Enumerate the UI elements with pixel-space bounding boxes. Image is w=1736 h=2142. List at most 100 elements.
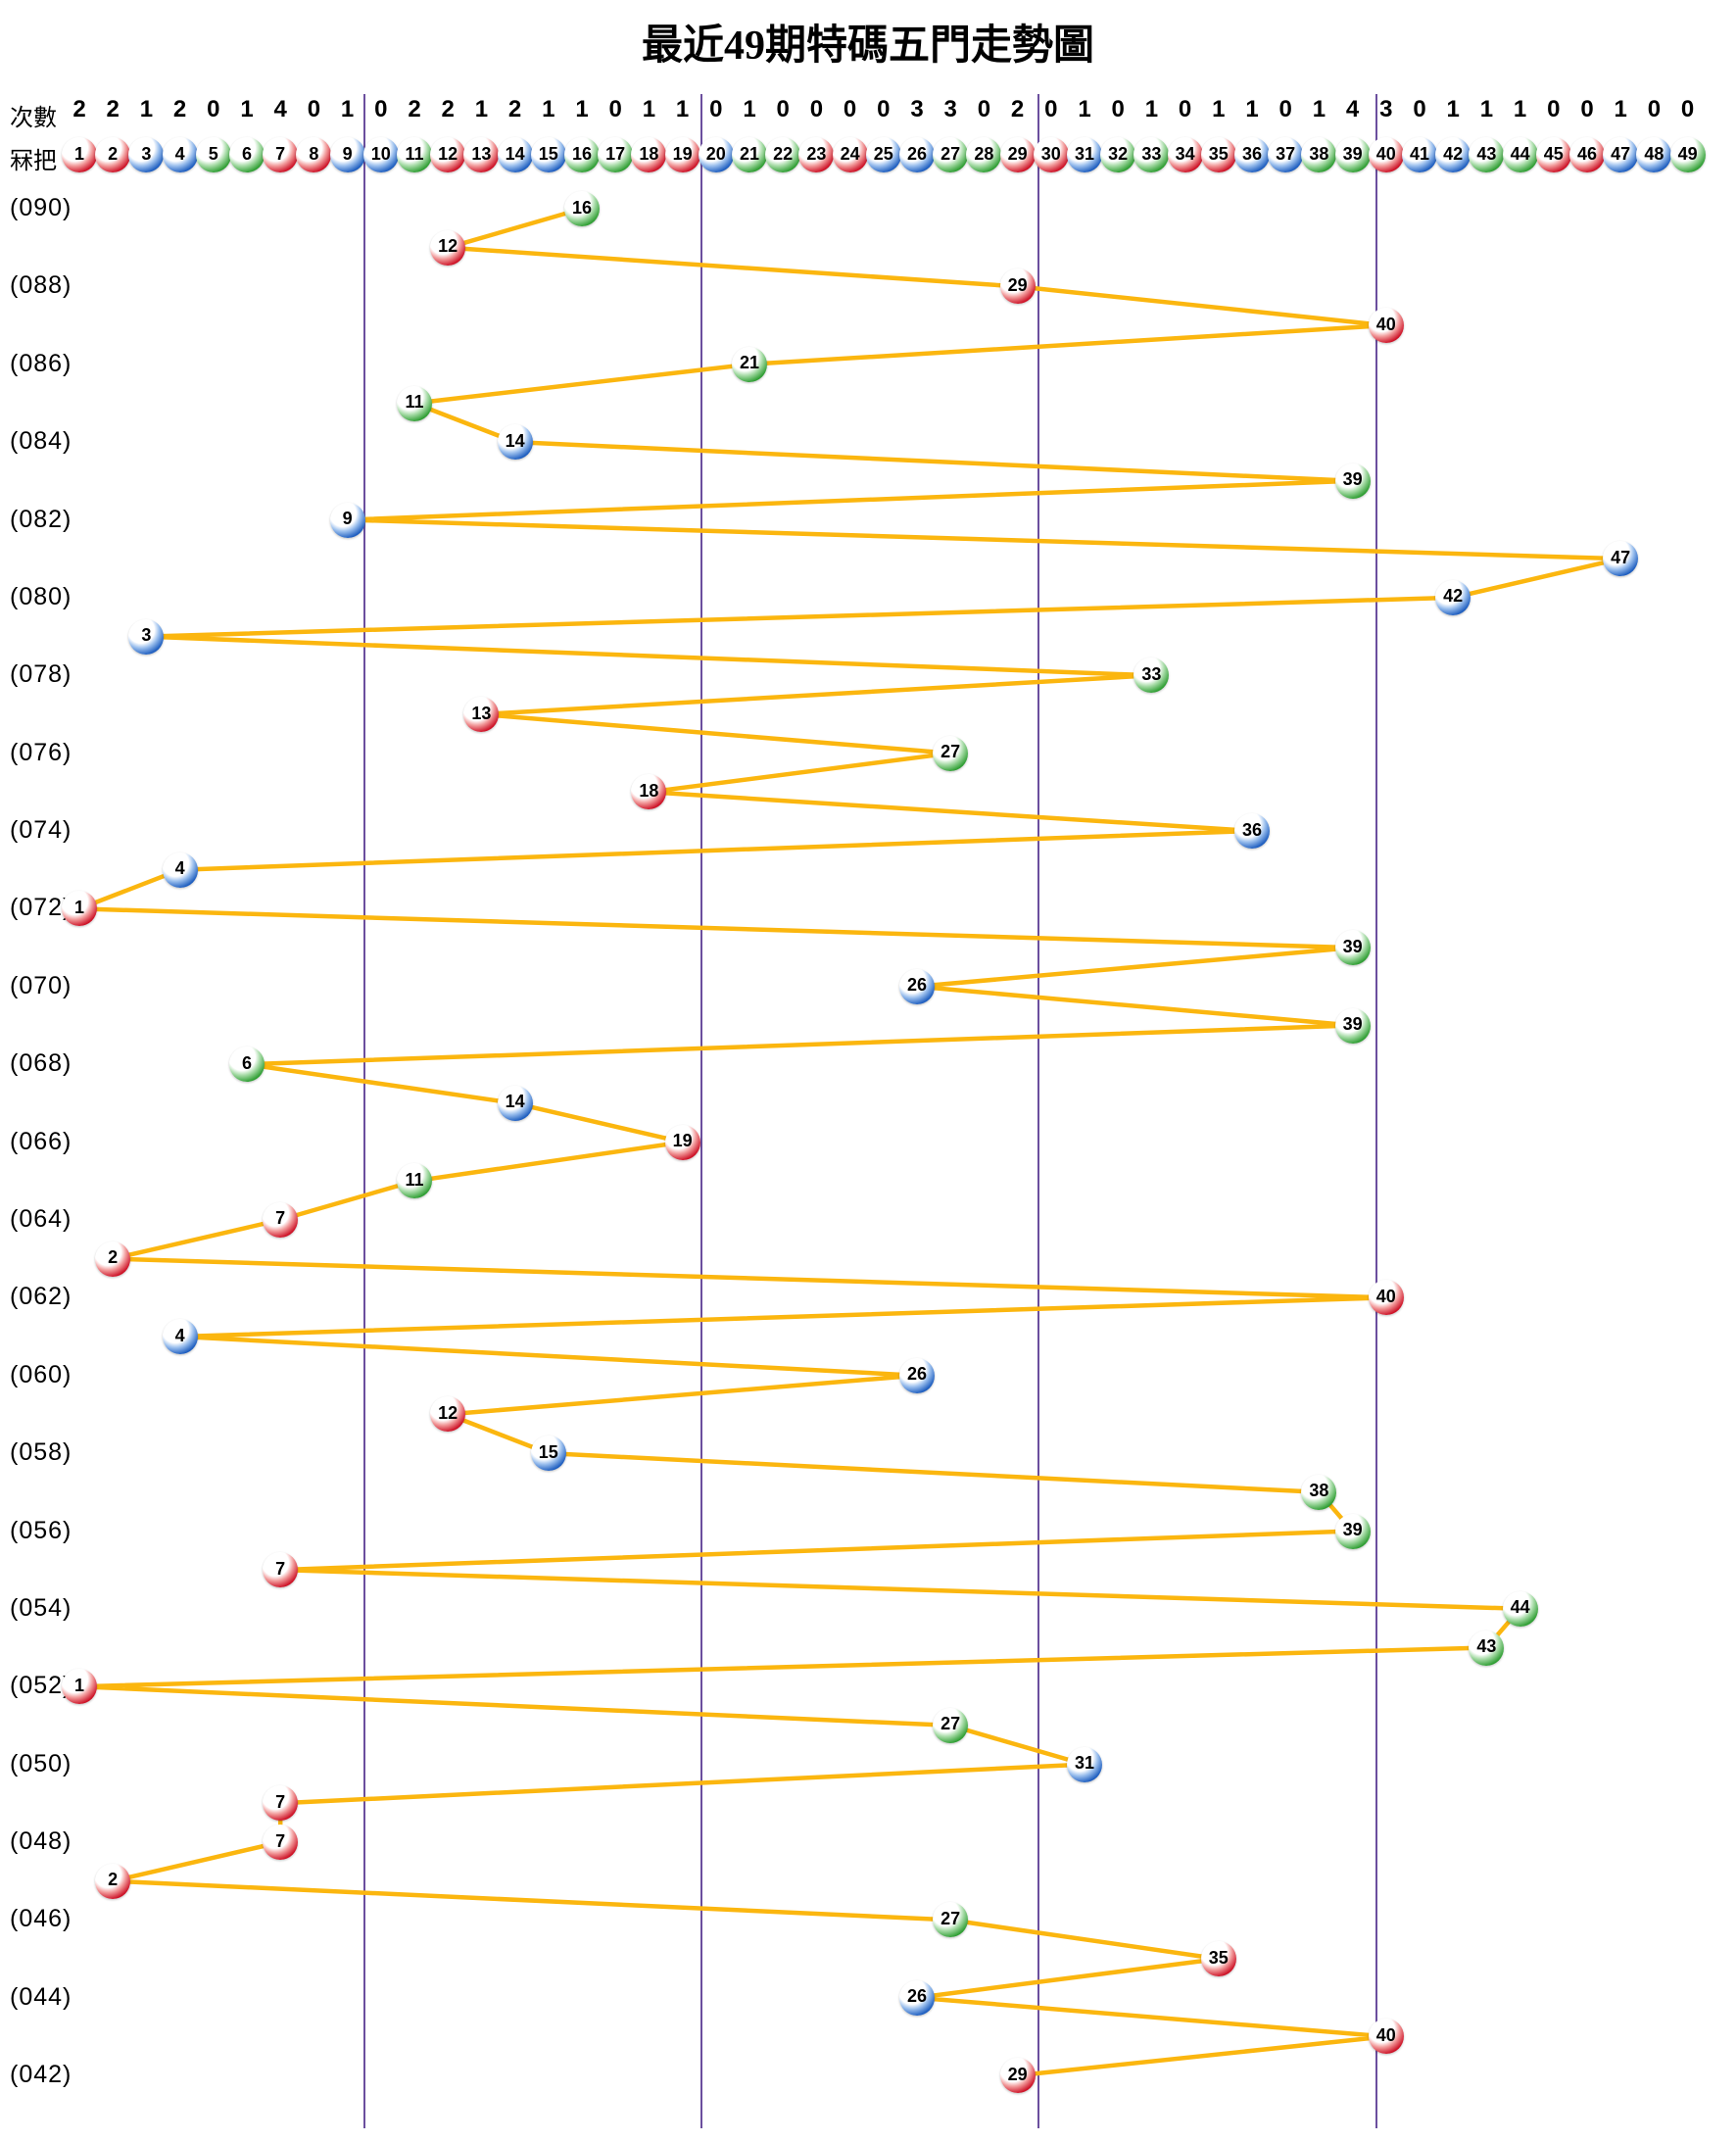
drawn-ball: 27	[933, 735, 969, 771]
count-cell: 1	[1446, 96, 1460, 122]
count-cell: 4	[1345, 96, 1360, 122]
header-ball: 48	[1636, 137, 1672, 172]
count-cell: 0	[608, 96, 622, 122]
header-ball-number: 14	[505, 143, 525, 164]
header-ball: 19	[664, 137, 700, 172]
header-ball: 45	[1535, 137, 1571, 172]
header-ball: 22	[765, 137, 801, 172]
drawn-ball: 9	[329, 502, 365, 538]
drawn-ball: 12	[430, 229, 466, 266]
header-ball-number: 24	[840, 143, 860, 164]
period-label: (074)	[10, 816, 72, 844]
drawn-ball: 4	[162, 1319, 198, 1354]
drawn-ball-number: 3	[141, 625, 152, 646]
header-ball: 5	[195, 137, 231, 172]
header-ball-number: 16	[571, 143, 593, 164]
drawn-ball-number: 29	[1007, 2064, 1028, 2084]
header-ball: 28	[966, 137, 1002, 172]
drawn-ball: 7	[263, 1552, 299, 1588]
drawn-ball: 7	[263, 1201, 299, 1238]
header-ball-number: 2	[108, 143, 119, 164]
drawn-ball-number: 35	[1208, 1947, 1229, 1968]
drawn-ball-number: 11	[405, 1169, 424, 1190]
drawn-ball-number: 14	[505, 430, 525, 451]
period-label: (080)	[10, 582, 72, 610]
header-ball-number: 11	[405, 143, 424, 164]
count-cell: 1	[1245, 96, 1259, 122]
drawn-ball-number: 4	[174, 858, 185, 879]
count-cell: 2	[441, 96, 455, 122]
period-label: (044)	[10, 1982, 72, 2011]
header-ball-number: 31	[1074, 143, 1095, 164]
drawn-ball: 42	[1435, 579, 1471, 615]
header-ball-number: 30	[1040, 143, 1061, 164]
drawn-ball-number: 6	[241, 1052, 252, 1073]
header-ball: 11	[397, 137, 432, 172]
header-ball-number: 8	[309, 143, 319, 164]
count-cell: 1	[642, 96, 656, 122]
header-ball: 44	[1502, 137, 1538, 172]
drawn-ball: 2	[95, 1863, 131, 1899]
drawn-ball-number: 7	[275, 1791, 286, 1812]
period-label: (066)	[10, 1127, 72, 1155]
drawn-ball: 27	[933, 1902, 969, 1938]
period-label: (090)	[10, 194, 72, 221]
count-cell: 2	[72, 96, 86, 122]
drawn-ball-number: 39	[1342, 1014, 1363, 1034]
drawn-ball: 7	[263, 1785, 299, 1822]
period-label: (082)	[10, 505, 72, 533]
header-ball: 1	[62, 137, 97, 172]
drawn-ball-number: 47	[1611, 547, 1631, 567]
header-ball-number: 27	[940, 143, 961, 164]
header-ball-number: 17	[605, 143, 626, 164]
header-ball: 20	[698, 137, 734, 172]
period-label: (068)	[10, 1049, 72, 1078]
drawn-ball: 29	[999, 268, 1036, 305]
count-cell: 2	[106, 96, 120, 122]
header-ball: 3	[128, 137, 165, 172]
count-cell: 4	[273, 96, 287, 122]
drawn-ball: 40	[1368, 2019, 1404, 2055]
header-ball: 36	[1234, 137, 1270, 172]
count-cell: 0	[809, 96, 824, 122]
header-ball-number: 34	[1175, 143, 1195, 164]
header-ball-number: 7	[275, 143, 286, 164]
count-cell: 0	[1680, 96, 1695, 122]
period-label: (060)	[10, 1360, 72, 1388]
drawn-ball: 39	[1334, 462, 1371, 499]
drawn-ball-number: 33	[1141, 663, 1162, 684]
count-cell: 1	[240, 96, 254, 122]
count-cell: 0	[1178, 96, 1192, 122]
drawn-ball: 29	[999, 2058, 1036, 2094]
drawn-ball: 43	[1469, 1630, 1505, 1666]
drawn-ball: 40	[1368, 308, 1404, 344]
header-ball-number: 37	[1276, 143, 1296, 164]
drawn-ball: 1	[62, 1669, 97, 1705]
header-ball: 15	[530, 137, 566, 172]
drawn-ball-number: 11	[405, 392, 424, 412]
count-cell: 0	[374, 96, 388, 122]
drawn-ball: 39	[1334, 1007, 1371, 1044]
header-ball-number: 29	[1007, 143, 1028, 164]
header-ball: 7	[263, 137, 299, 172]
header-ball: 49	[1669, 137, 1706, 172]
count-cell: 0	[1580, 96, 1594, 122]
drawn-ball-number: 40	[1375, 1286, 1396, 1306]
drawn-ball: 39	[1334, 930, 1371, 966]
drawn-ball-number: 1	[73, 1675, 84, 1695]
header-ball-number: 15	[538, 143, 558, 164]
header-ball: 2	[95, 137, 131, 172]
header-ball: 43	[1469, 137, 1505, 172]
drawn-ball: 13	[463, 697, 500, 732]
drawn-ball-number: 26	[906, 1364, 928, 1385]
period-label: (052)	[10, 1672, 72, 1700]
header-ball: 8	[296, 137, 332, 172]
drawn-ball-number: 7	[275, 1208, 286, 1229]
count-cell: 3	[910, 96, 924, 122]
drawn-ball: 3	[128, 618, 165, 655]
count-cell: 0	[1111, 96, 1125, 122]
header-ball: 21	[732, 137, 767, 172]
header-ball: 30	[1033, 137, 1069, 172]
count-cell: 1	[1212, 96, 1226, 122]
drawn-ball: 12	[430, 1396, 466, 1433]
